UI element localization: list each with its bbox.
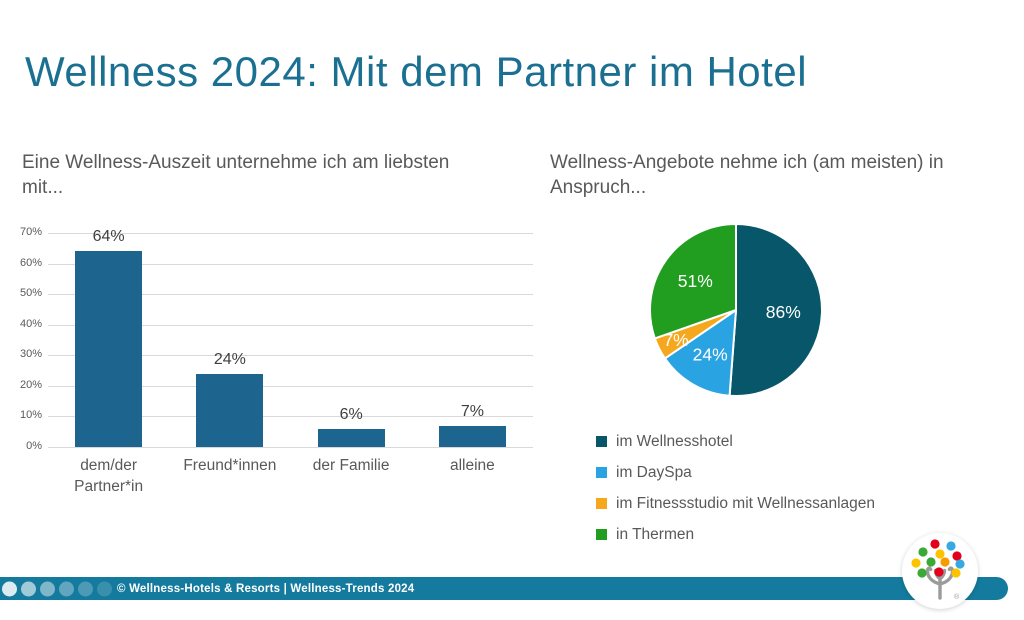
footer-bar: © Wellness-Hotels & Resorts | Wellness-T… (0, 577, 1008, 600)
logo-dot (911, 558, 921, 568)
logo-dot (940, 557, 950, 567)
logo-dot (918, 547, 928, 557)
y-tick-label: 0% (26, 440, 42, 452)
logo-dot (917, 568, 927, 578)
pie-value-label: 7% (663, 330, 688, 350)
bar-category-label: Freund*innen (183, 457, 277, 474)
gridline (48, 355, 533, 357)
bar (196, 373, 264, 447)
registered-trademark-symbol: ® (954, 593, 960, 601)
gridline (48, 385, 533, 387)
footer-dot (77, 581, 93, 596)
gridline (48, 233, 533, 234)
bar (438, 425, 506, 447)
pie-legend: im Wellnesshotel im DaySpa im Fitnessstudi… (596, 426, 875, 550)
pie-chart-title: Wellness-Angebote nehme ich (am meisten)… (550, 152, 944, 199)
legend-label: im Wellnesshotel (616, 432, 733, 450)
tree-logo-icon: ® (911, 539, 965, 601)
legend-label: im DaySpa (616, 463, 692, 481)
wellness-hotels-logo: ® (902, 533, 978, 609)
pie-value-label: 24% (693, 345, 728, 365)
pie-chart: 86% 24%7% 51% (649, 223, 823, 397)
legend-swatch (596, 498, 607, 509)
footer-dot (96, 581, 112, 596)
footer-dot (1, 581, 17, 596)
slide-title: Wellness 2024: Mit dem Partner im Hotel (25, 48, 808, 95)
legend-label: in Thermen (616, 525, 695, 543)
gridline (48, 294, 533, 296)
legend-label: im Fitnessstudio mit Wellnessanlagen (616, 494, 876, 512)
logo-dot (930, 539, 940, 549)
bar-value-label: 6% (339, 405, 363, 423)
gridline (48, 416, 533, 418)
bar-category-label: der Familie (312, 457, 390, 474)
legend-swatch (596, 529, 607, 540)
bar-category-label: alleine (449, 457, 495, 474)
logo-dot (935, 549, 945, 559)
logo-dot (926, 557, 936, 567)
y-tick-label: 70% (19, 226, 42, 238)
legend-swatch (596, 436, 607, 447)
logo-dot (955, 559, 965, 569)
pie-value-label: 86% (766, 302, 801, 322)
logo-dot (946, 541, 956, 551)
logo-dot (952, 551, 962, 561)
legend-item: im Wellnesshotel (596, 426, 875, 457)
bar-value-label: 64% (92, 228, 125, 246)
gridline (48, 263, 533, 265)
bar-value-label: 24% (213, 350, 246, 368)
footer-dot (20, 581, 36, 596)
legend-item: in Thermen (596, 519, 875, 550)
legend-item: im Fitnessstudio mit Wellnessanlagen (596, 488, 875, 519)
y-tick-label: 40% (19, 317, 42, 330)
legend-item: im DaySpa (596, 457, 875, 488)
bar-value-label: 7% (460, 402, 484, 420)
bar (75, 251, 143, 447)
legend-swatch (596, 467, 607, 478)
y-tick-label: 30% (19, 348, 42, 361)
y-tick-label: 60% (19, 256, 42, 269)
gridline (48, 324, 533, 326)
logo-dot (951, 568, 961, 578)
y-tick-label: 50% (19, 287, 42, 300)
y-tick-label: 10% (19, 409, 42, 422)
pie-slice (663, 309, 737, 397)
y-tick-label: 20% (19, 378, 42, 391)
pie-slice (728, 223, 823, 397)
bar-category-label: dem/der Partner*in (74, 457, 144, 495)
bar (317, 428, 385, 447)
pie-value-label: 51% (678, 271, 713, 291)
gridline (48, 447, 533, 448)
pie-slice (649, 223, 737, 340)
bar-chart-title: Eine Wellness-Auszeit unternehme ich am … (22, 152, 450, 199)
footer-dot (39, 581, 55, 596)
logo-dot (934, 567, 944, 577)
footer-dot (58, 581, 74, 596)
footer-credit: © Wellness-Hotels & Resorts | Wellness-T… (117, 582, 415, 595)
